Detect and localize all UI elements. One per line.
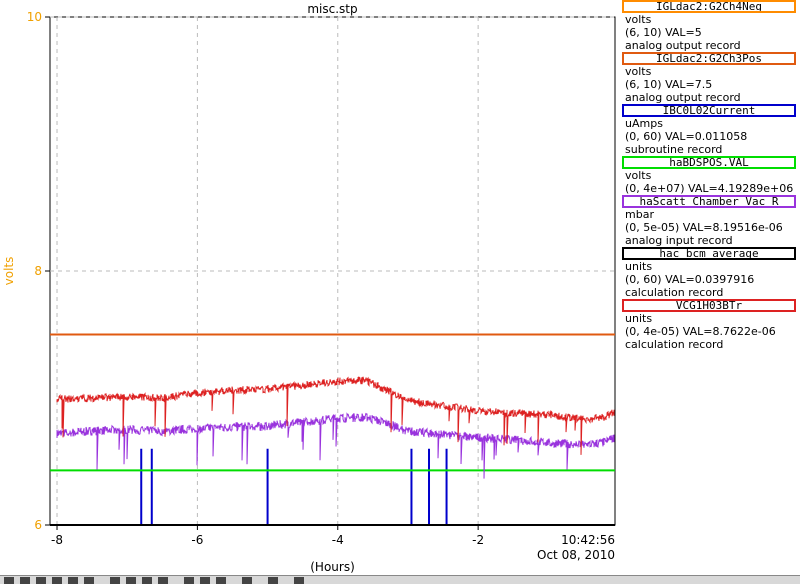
legend-pv-name[interactable]: haScatt_Chamber_Vac_R xyxy=(622,195,796,208)
legend-pv-name[interactable]: haBDSPOS.VAL xyxy=(622,156,796,169)
toolbar-button[interactable] xyxy=(52,577,62,584)
y-axis-label: volts xyxy=(2,257,16,286)
legend-units: units xyxy=(625,312,653,325)
strip-chart[interactable]: misc.stp 6 8 10 -8 -6 -4 -2 volts (Hours) 10:42:56… xyxy=(0,0,620,575)
toolbar-button[interactable] xyxy=(200,577,210,584)
legend-units: volts xyxy=(625,13,652,26)
legend-pv-name[interactable]: IGLdac2:G2Ch3Pos xyxy=(622,52,796,65)
legend-pv-name[interactable]: VCG1H03BTr xyxy=(622,299,796,312)
legend-record: analog input record xyxy=(625,234,733,247)
legend-record: analog output record xyxy=(625,91,741,104)
toolbar-button[interactable] xyxy=(216,577,226,584)
legend-entry[interactable]: hac_bcm_average units (0, 60) VAL=0.0397… xyxy=(620,247,800,299)
y-tick-label: 8 xyxy=(34,264,42,278)
toolbar-button[interactable] xyxy=(84,577,94,584)
legend-range: (0, 5e-05) VAL=8.19516e-06 xyxy=(625,221,783,234)
toolbar-button[interactable] xyxy=(68,577,78,584)
legend-units: mbar xyxy=(625,208,654,221)
legend-units: units xyxy=(625,260,653,273)
legend-units: volts xyxy=(625,65,652,78)
date-label: Oct 08, 2010 xyxy=(537,548,615,562)
legend-pv-name[interactable]: IGLdac2:G2Ch4Neg xyxy=(622,0,796,13)
x-axis-label: (Hours) xyxy=(310,560,355,574)
legend-record: calculation record xyxy=(625,338,724,351)
toolbar-button[interactable] xyxy=(242,577,252,584)
legend-range: (0, 4e-05) VAL=8.7622e-06 xyxy=(625,325,776,338)
toolbar-button[interactable] xyxy=(20,577,30,584)
legend-entry[interactable]: IGLdac2:G2Ch4Neg volts (6, 10) VAL=5 ana… xyxy=(620,0,800,52)
y-tick-label: 10 xyxy=(27,10,42,24)
x-tick-label: -6 xyxy=(191,533,203,547)
x-tick-label: -2 xyxy=(472,533,484,547)
x-tick-label: -8 xyxy=(51,533,63,547)
legend-range: (0, 60) VAL=0.011058 xyxy=(625,130,748,143)
legend-units: uAmps xyxy=(625,117,663,130)
time-label: 10:42:56 xyxy=(561,533,615,547)
chart-title: misc.stp xyxy=(307,2,357,16)
legend-record: subroutine record xyxy=(625,143,723,156)
toolbar xyxy=(0,575,800,584)
toolbar-button[interactable] xyxy=(126,577,136,584)
toolbar-button[interactable] xyxy=(184,577,194,584)
legend-range: (6, 10) VAL=7.5 xyxy=(625,78,713,91)
legend-entry[interactable]: haBDSPOS.VAL volts (0, 4e+07) VAL=4.1928… xyxy=(620,156,800,195)
x-tick-label: -4 xyxy=(332,533,344,547)
series-line xyxy=(56,412,615,479)
series-line xyxy=(56,376,615,455)
legend-pv-name[interactable]: hac_bcm_average xyxy=(622,247,796,260)
legend-panel: IGLdac2:G2Ch4Neg volts (6, 10) VAL=5 ana… xyxy=(620,0,800,583)
legend-entry[interactable]: haScatt_Chamber_Vac_R mbar (0, 5e-05) VA… xyxy=(620,195,800,247)
legend-units: volts xyxy=(625,169,652,182)
legend-entry[interactable]: IBC0L02Current uAmps (0, 60) VAL=0.01105… xyxy=(620,104,800,156)
legend-entry[interactable]: IGLdac2:G2Ch3Pos volts (6, 10) VAL=7.5 a… xyxy=(620,52,800,104)
toolbar-button[interactable] xyxy=(110,577,120,584)
toolbar-button[interactable] xyxy=(294,577,304,584)
y-tick-label: 6 xyxy=(34,518,42,532)
legend-range: (0, 60) VAL=0.0397916 xyxy=(625,273,755,286)
legend-record: calculation record xyxy=(625,286,724,299)
toolbar-button[interactable] xyxy=(268,577,278,584)
toolbar-button[interactable] xyxy=(36,577,46,584)
toolbar-button[interactable] xyxy=(142,577,152,584)
legend-range: (6, 10) VAL=5 xyxy=(625,26,702,39)
legend-pv-name[interactable]: IBC0L02Current xyxy=(622,104,796,117)
legend-range: (0, 4e+07) VAL=4.19289e+06 xyxy=(625,182,794,195)
toolbar-button[interactable] xyxy=(4,577,14,584)
legend-entry[interactable]: VCG1H03BTr units (0, 4e-05) VAL=8.7622e-… xyxy=(620,299,800,351)
legend-record: analog output record xyxy=(625,39,741,52)
toolbar-button[interactable] xyxy=(158,577,168,584)
